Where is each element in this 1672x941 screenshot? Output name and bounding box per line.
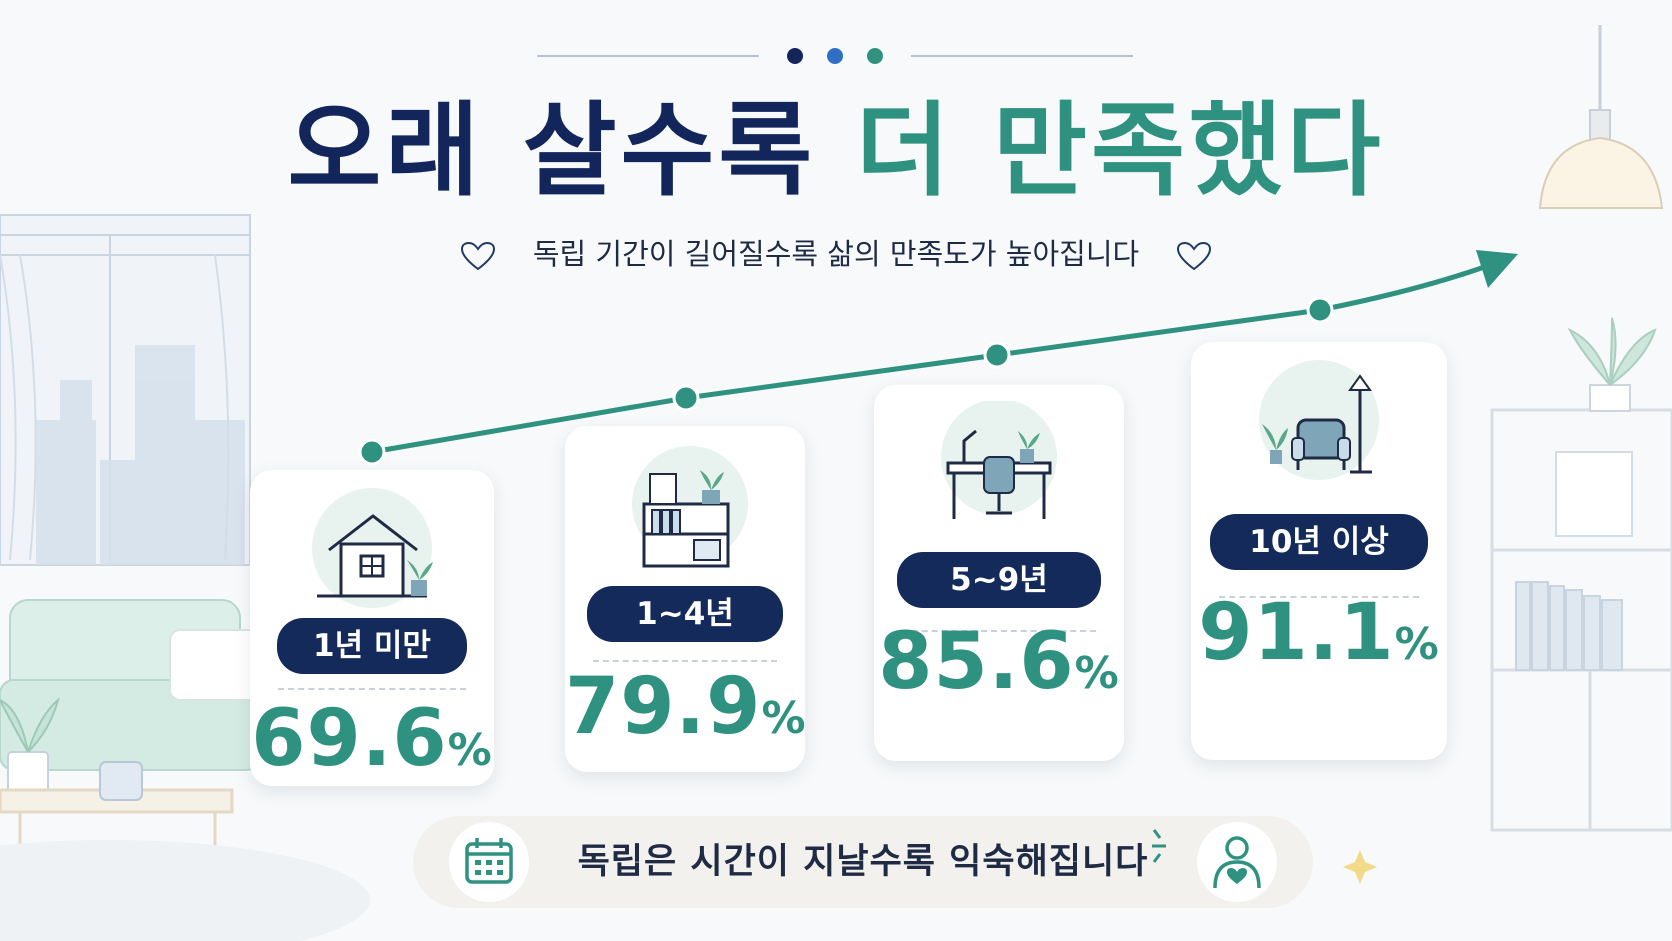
value-unit: % (761, 693, 807, 744)
trend-point (1306, 296, 1334, 324)
stat-card-4: 10년 이상 91.1% (1191, 342, 1447, 760)
mug (99, 761, 143, 801)
arrow-head (1476, 250, 1518, 288)
stat-card-1: 1년 미만 69.6% (250, 470, 494, 786)
sofa-illustration (0, 599, 261, 771)
armchair-icon (1259, 360, 1379, 480)
calendar-icon (465, 838, 513, 884)
trend-point (672, 384, 700, 412)
value-unit: % (1074, 648, 1120, 699)
value-number: 85.6 (878, 617, 1075, 707)
calendar-icon-wrap (449, 822, 529, 902)
trend-point (358, 438, 386, 466)
value-number: 79.9 (565, 662, 762, 752)
footer-banner: 독립은 시간이 지날수록 익숙해집니다 (413, 816, 1313, 908)
stat-card-3: 5~9년 85.6% (874, 385, 1124, 761)
plant-left (0, 697, 60, 798)
value-unit: % (447, 725, 493, 776)
page-title: 오래 살수록 더 만족했다 (0, 92, 1672, 212)
period-label: 1년 미만 (277, 618, 467, 674)
divider (593, 660, 777, 662)
sparkle-lines-icon (1152, 829, 1166, 863)
period-label: 10년 이상 (1210, 514, 1428, 570)
stat-card-2: 1~4년 79.9% (565, 426, 807, 772)
trend-point (983, 341, 1011, 369)
subtitle: 독립 기간이 길어질수록 삶의 만족도가 높아집니다 (0, 234, 1672, 274)
divider (1219, 596, 1419, 598)
divider (902, 630, 1096, 632)
footer-text: 독립은 시간이 지날수록 익숙해집니다 (577, 842, 1149, 882)
bookshelf-icon (632, 446, 748, 568)
picture-frame (1555, 451, 1633, 537)
satisfaction-value: 79.9% (565, 662, 807, 764)
city-buildings (36, 345, 245, 565)
house-icon (312, 488, 433, 608)
person-icon-wrap (1197, 822, 1277, 902)
satisfaction-value: 85.6% (874, 617, 1124, 719)
person-heart-icon (1213, 836, 1261, 889)
title-part1: 오래 살수록 (287, 92, 817, 211)
top-decoration (537, 48, 1133, 64)
books (1515, 581, 1623, 671)
pendant-lamp (1538, 25, 1664, 209)
desk-icon (941, 401, 1057, 519)
value-number: 91.1 (1198, 588, 1395, 678)
period-label: 5~9년 (897, 552, 1101, 608)
heart-icon (1177, 241, 1212, 271)
sparkle-icon (1343, 850, 1377, 884)
title-part2: 더 만족했다 (855, 92, 1385, 211)
satisfaction-value: 91.1% (1191, 588, 1447, 690)
plant-right (1567, 317, 1657, 412)
heart-icon (460, 241, 495, 271)
value-unit: % (1394, 619, 1440, 670)
rug (0, 840, 370, 941)
period-label: 1~4년 (587, 586, 783, 642)
divider (278, 688, 466, 690)
value-number: 69.6 (251, 694, 448, 784)
curtain (0, 254, 230, 561)
satisfaction-value: 69.6% (250, 694, 494, 796)
subtitle-text: 독립 기간이 길어질수록 삶의 만족도가 높아집니다 (532, 237, 1140, 271)
